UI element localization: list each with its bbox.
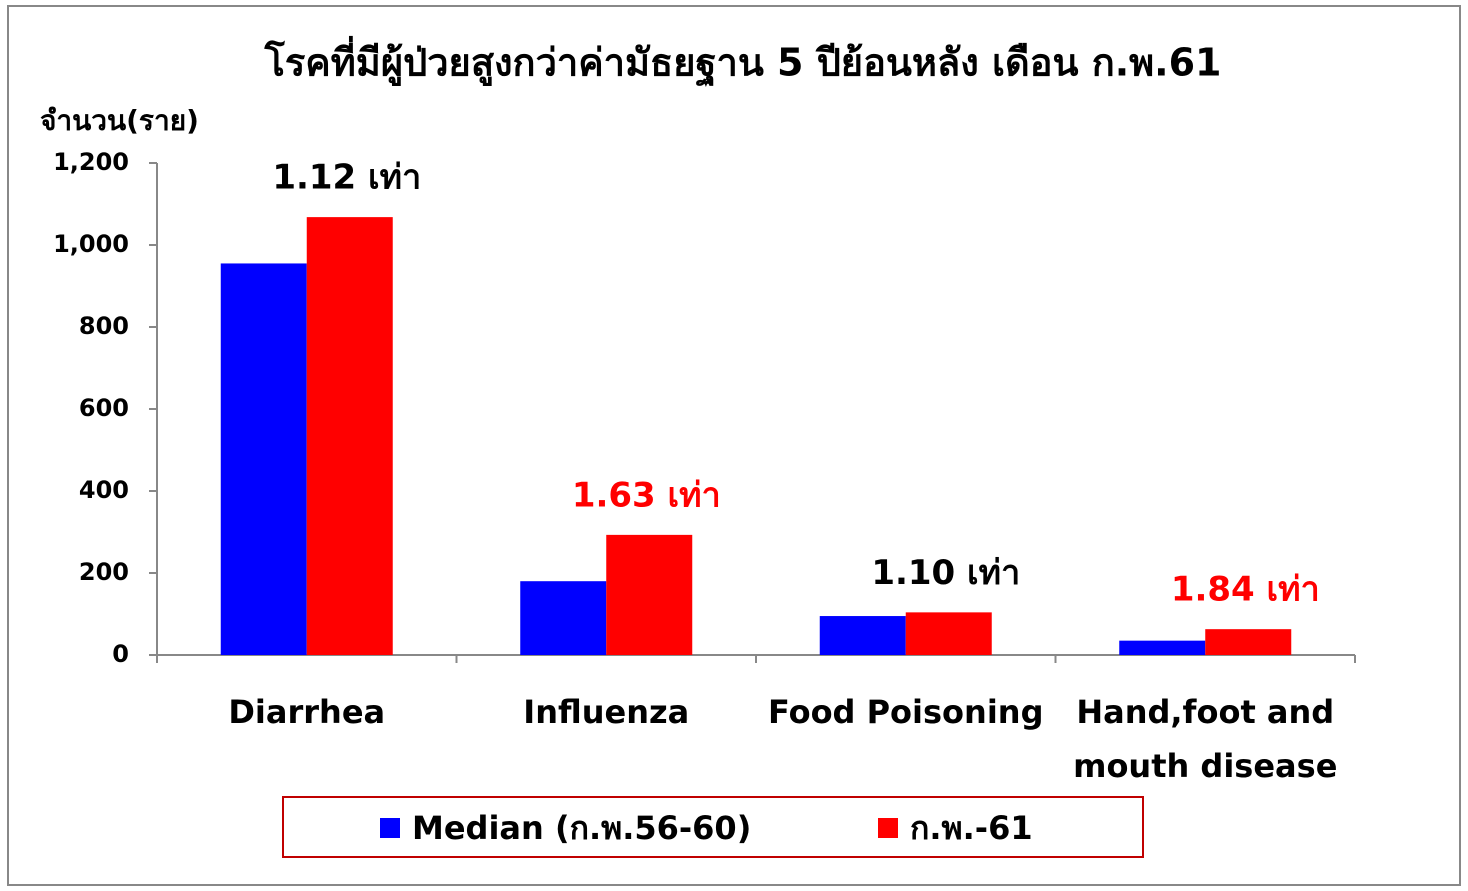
y-axis-label: จำนวน(ราย): [40, 104, 199, 137]
annotation: 1.10 เท่า: [871, 553, 1020, 593]
y-tick-label: 400: [79, 476, 129, 504]
chart-border: [7, 5, 1461, 886]
bar: [819, 616, 906, 655]
annotation: 1.84 เท่า: [1171, 570, 1320, 610]
legend-swatch: [878, 818, 898, 838]
annotation: 1.63 เท่า: [572, 475, 721, 515]
bar: [520, 581, 607, 655]
bar: [1205, 629, 1292, 655]
chart-title: โรคที่มีผู้ป่วยสูงกว่าค่ามัธยฐาน 5 ปีย้อ…: [263, 36, 1221, 88]
bar: [606, 534, 693, 655]
x-tick-label: Food Poisoning: [768, 693, 1044, 731]
y-tick-label: 1,200: [53, 148, 129, 176]
y-tick-label: 1,000: [53, 230, 129, 258]
y-tick-label: 0: [112, 640, 129, 668]
y-tick-label: 800: [79, 312, 129, 340]
x-tick-label: Influenza: [523, 693, 690, 731]
y-tick-label: 200: [79, 558, 129, 586]
bar: [306, 217, 393, 655]
bar: [220, 263, 307, 655]
x-tick-label: Diarrhea: [228, 693, 386, 731]
legend-swatch: [380, 818, 400, 838]
legend-box: [282, 796, 1144, 858]
legend-label: ก.พ.-61: [910, 809, 1033, 847]
annotation: 1.12 เท่า: [272, 158, 421, 198]
y-tick-label: 600: [79, 394, 129, 422]
bar: [905, 612, 992, 655]
bar: [1119, 640, 1206, 655]
legend-label: Median (ก.พ.56-60): [412, 809, 751, 847]
x-tick-label: Hand,foot and mouth disease: [1073, 693, 1338, 785]
